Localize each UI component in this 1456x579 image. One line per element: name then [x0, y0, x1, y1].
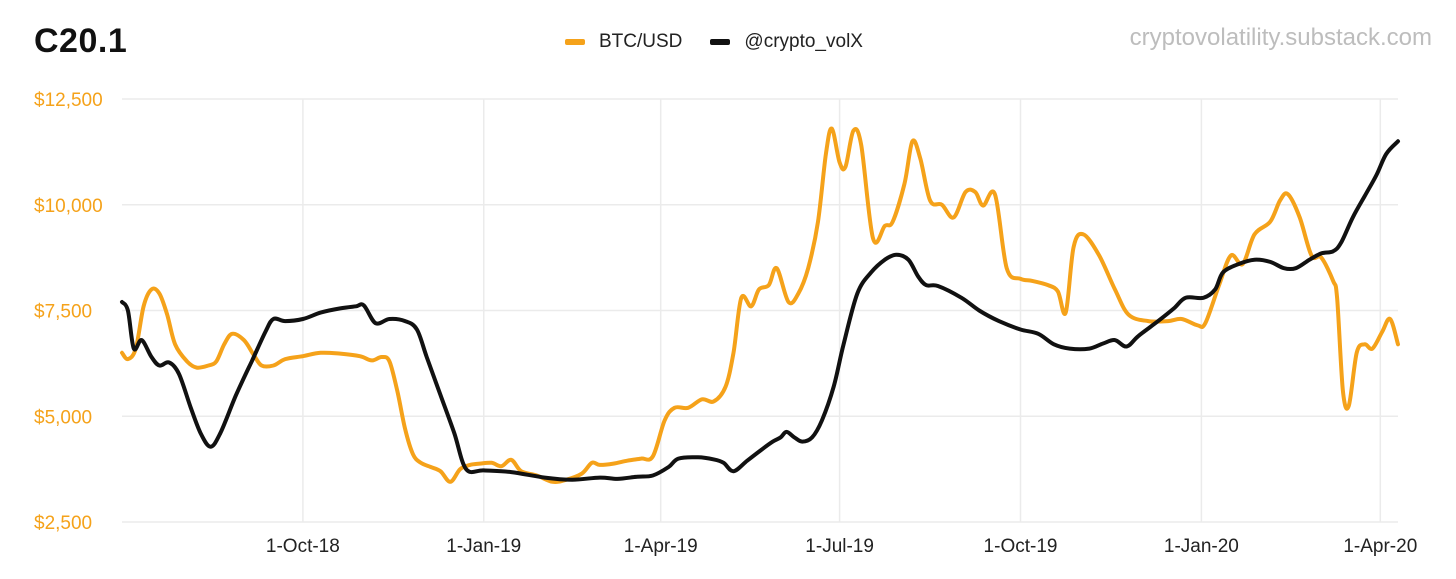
legend-swatch-btc	[565, 39, 585, 45]
x-tick-label: 1-Jan-20	[1164, 536, 1239, 557]
legend-label-vol: @crypto_volX	[744, 31, 863, 52]
legend: BTC/USD @crypto_volX	[565, 31, 891, 53]
series-line-btc-usd	[120, 126, 1400, 484]
x-tick-label: 1-Jul-19	[805, 536, 874, 557]
x-axis: 1-Oct-18 1-Jan-19 1-Apr-19 1-Jul-19 1-Oct-19…	[266, 536, 1417, 557]
grid	[122, 98, 1398, 523]
y-tick-label: $2,500	[34, 513, 92, 534]
watermark: cryptovolatility.substack.com	[1129, 24, 1432, 51]
x-tick-label: 1-Jan-19	[446, 536, 521, 557]
x-tick-label: 1-Oct-18	[266, 536, 340, 557]
x-tick-label: 1-Apr-20	[1343, 536, 1417, 557]
y-tick-label: $10,000	[34, 196, 103, 217]
series	[120, 126, 1400, 484]
legend-swatch-vol	[710, 39, 731, 45]
legend-label-btc: BTC/USD	[599, 31, 683, 52]
chart-title: C20.1	[34, 22, 128, 60]
x-tick-label: 1-Apr-19	[624, 536, 698, 557]
series-line-crypto-volx	[120, 139, 1400, 482]
y-tick-label: $5,000	[34, 407, 92, 428]
x-tick-label: 1-Oct-19	[984, 536, 1058, 557]
y-tick-label: $7,500	[34, 302, 92, 323]
y-axis: $2,500 $5,000 $7,500 $10,000 $12,500	[34, 90, 103, 534]
legend-item-btc: BTC/USD	[565, 31, 682, 53]
legend-item-vol: @crypto_volX	[710, 31, 863, 53]
y-tick-label: $12,500	[34, 90, 103, 111]
